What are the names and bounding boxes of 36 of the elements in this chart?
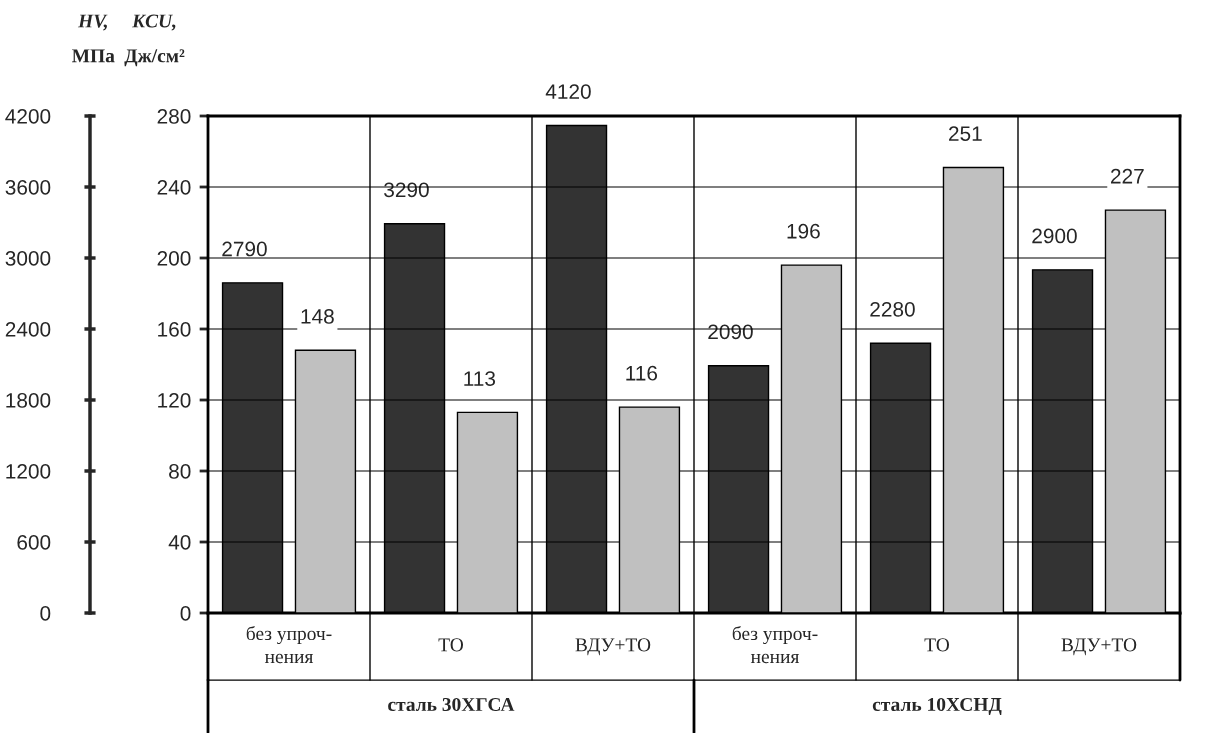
y-tick-label: 1200 [6,464,51,479]
x-tick-label: ВДУ+ТО [1061,638,1137,656]
y-tick-label: 1800 [6,393,51,408]
y2-tick-label: 40 [168,535,191,550]
y-axis-title: HV, МПа [72,14,115,63]
data-label: 2900 [1032,228,1077,244]
x-tick-label: без упроч- нения [246,625,332,664]
y2-tick-label: 240 [157,180,191,195]
y2-tick-label: 0 [180,606,191,621]
data-label: 2280 [870,301,915,317]
y2-tick-label: 80 [169,464,191,479]
text: сталь 30ХГСА [388,697,515,712]
y-tick-label: 3000 [5,251,51,266]
y2-tick-label: 160 [158,322,191,337]
x-tick-label: ВДУ+ТО [575,638,651,656]
data-label: 251 [949,126,982,141]
data-label: 148 [301,309,334,324]
y-tick-label: 2400 [5,322,51,337]
x-tick-label: ТО [924,638,950,652]
y2-tick-label: 280 [157,109,191,124]
x-tick-label: без упроч- нения [732,625,818,664]
data-label: 116 [626,365,658,381]
data-label: 4120 [545,84,591,99]
text: сталь 10ХСНД [872,697,1002,715]
data-label: 196 [787,223,820,239]
data-label: 113 [464,371,496,386]
y2-tick-label: 200 [157,251,191,266]
y2-tick-label: 120 [158,393,191,408]
y2-axis-title: KCU, Дж/см² [124,14,185,67]
y-tick-label: 3600 [5,180,51,195]
data-label: 2790 [222,241,267,257]
y-tick-label: 600 [17,535,51,550]
x-tick-label: ТО [438,638,464,652]
y-tick-label: 0 [40,606,51,621]
data-label: 227 [1111,168,1144,184]
y-tick-label: 4200 [5,109,51,124]
